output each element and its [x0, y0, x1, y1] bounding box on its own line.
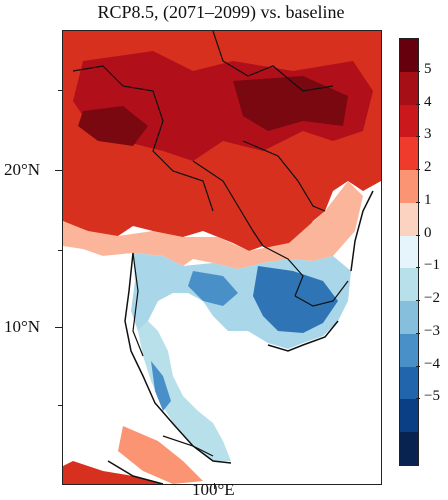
colorbar-segment: [400, 170, 418, 203]
colorbar-label: 1: [424, 191, 432, 208]
colorbar-tick: [416, 103, 420, 105]
colorbar-tick: [416, 70, 420, 72]
country-borders: [72, 31, 349, 457]
strong-cooling-region: [253, 266, 338, 333]
colorbar-label: −1: [424, 257, 440, 274]
strong-cooling-region: [188, 271, 238, 306]
map-title: RCP8.5, (2071–2099) vs. baseline: [97, 2, 345, 22]
lat-tick: [55, 327, 62, 328]
colorbar-tick: [416, 201, 420, 203]
colorbar-tick: [416, 365, 420, 367]
colorbar-segment: [400, 268, 418, 302]
mild-warming-region: [63, 181, 363, 269]
lat-minor-tick: [58, 405, 62, 406]
lat-label-10n: 10°N: [4, 317, 41, 336]
colorbar-label: 5: [424, 60, 432, 77]
peninsula-region: [138, 321, 231, 461]
lon-tick: [214, 483, 215, 489]
colorbar-segment: [400, 39, 418, 72]
colorbar-segment: [400, 333, 418, 367]
sumatra-warm-region: [63, 461, 163, 484]
colorbar-label: 0: [424, 224, 432, 241]
colorbar-tick: [416, 136, 420, 138]
colorbar-segment: [400, 71, 418, 105]
temperature-change-map: [63, 31, 381, 484]
sumatra-warm-region: [118, 426, 203, 484]
colorbar-segment: [400, 301, 418, 334]
colorbar-segment: [400, 104, 418, 138]
colorbar-tick: [416, 300, 420, 302]
colorbar-label: 4: [424, 93, 432, 110]
hottest-region: [233, 76, 348, 131]
colorbar-tick: [416, 234, 420, 236]
colorbar-label: −2: [424, 290, 440, 307]
colorbar-tick: [416, 332, 420, 334]
peninsula-region: [151, 361, 171, 411]
coastlines: [107, 190, 374, 484]
lat-label-20n: 20°N: [4, 160, 41, 179]
colorbar-segment: [400, 202, 418, 236]
colorbar-label: −3: [424, 322, 440, 339]
colorbar-label: −4: [424, 355, 440, 372]
colorbar-tick: [416, 267, 420, 269]
colorbar-segment: [400, 432, 418, 465]
borneo-region: [343, 431, 381, 484]
map-panel: [62, 30, 382, 485]
colorbar-segment: [400, 366, 418, 400]
colorbar-label: −5: [424, 388, 440, 405]
lat-minor-tick: [58, 250, 62, 251]
hottest-region: [78, 106, 148, 146]
colorbar-tick: [416, 169, 420, 171]
colorbar-label: 2: [424, 159, 432, 176]
lon-label-100e: 100°E: [192, 480, 235, 499]
colorbar-segment: [400, 235, 418, 269]
lat-minor-tick: [58, 90, 62, 91]
colorbar-label: 3: [424, 126, 432, 143]
colorbar-segment: [400, 399, 418, 433]
colorbar-segment: [400, 137, 418, 171]
colorbar: [399, 38, 419, 466]
lat-tick: [55, 170, 62, 171]
colorbar-tick: [416, 398, 420, 400]
